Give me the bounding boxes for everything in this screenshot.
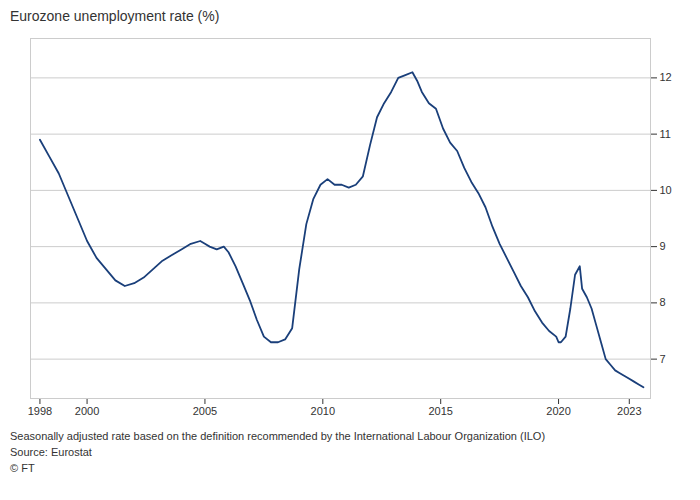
svg-text:1998: 1998 xyxy=(28,405,52,417)
html-text:Eurozone unemployment rate (%): Eurozone unemployment rate (%) xyxy=(10,8,220,24)
svg-text:12: 12 xyxy=(660,71,672,83)
svg-text:2015: 2015 xyxy=(428,405,452,417)
svg-text:8: 8 xyxy=(660,296,666,308)
svg-text:9: 9 xyxy=(660,240,666,252)
html-text:Seasonally adjusted rate based: Seasonally adjusted rate based on the de… xyxy=(10,430,546,442)
svg-text:2005: 2005 xyxy=(193,405,217,417)
svg-text:2000: 2000 xyxy=(75,405,99,417)
svg-text:7: 7 xyxy=(660,353,666,365)
svg-text:2020: 2020 xyxy=(546,405,570,417)
svg-text:10: 10 xyxy=(660,184,672,196)
svg-text:2023: 2023 xyxy=(617,405,641,417)
html-text:Source: Eurostat: Source: Eurostat xyxy=(10,445,92,458)
svg-text:11: 11 xyxy=(660,128,671,140)
svg-text:2010: 2010 xyxy=(311,405,335,417)
html-text:© FT: © FT xyxy=(10,461,35,474)
